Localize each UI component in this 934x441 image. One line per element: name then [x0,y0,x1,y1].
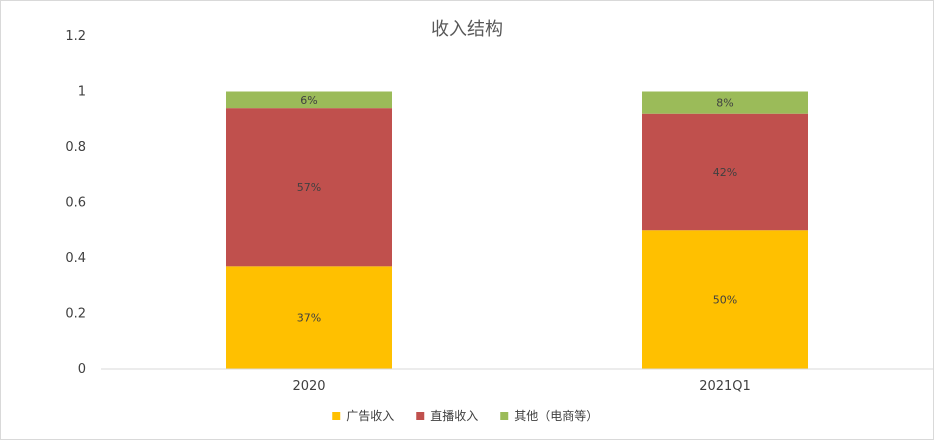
bar-segment [642,91,808,114]
y-tick-label: 0.4 [65,251,86,266]
chart-title: 收入结构 [431,19,503,40]
y-tick-label: 0.2 [65,307,86,322]
data-label: 37% [297,312,321,325]
x-axis: 2020 2021Q1 [101,368,933,394]
bar-segment [642,230,808,369]
y-tick-label: 0.6 [65,196,86,211]
data-label: 42% [713,166,737,179]
legend-label: 其他（电商等） [514,408,598,423]
bar-segment [642,113,808,231]
bar-segment [226,266,392,369]
bars-group: 37% 57% 6% 50% 42% 8% [226,91,808,369]
data-label: 6% [300,94,317,107]
data-label: 57% [297,181,321,194]
y-tick-label: 1 [78,85,86,100]
legend-swatch [416,412,425,420]
y-tick-label: 1.2 [65,29,86,44]
y-axis: 0 0.2 0.4 0.6 0.8 1 1.2 [65,29,86,377]
legend-label: 直播收入 [430,409,478,423]
legend-swatch [332,412,341,420]
data-label: 50% [713,294,737,307]
legend-label: 广告收入 [346,409,394,423]
x-tick-label: 2020 [292,379,325,394]
bar-segment [226,108,392,267]
legend: 广告收入 直播收入 其他（电商等） [332,408,598,423]
legend-swatch [500,412,509,420]
data-label: 8% [716,97,733,110]
y-tick-label: 0.8 [65,140,86,155]
y-tick-label: 0 [78,362,86,377]
bar-segment [226,91,392,109]
x-tick-label: 2021Q1 [699,379,751,394]
